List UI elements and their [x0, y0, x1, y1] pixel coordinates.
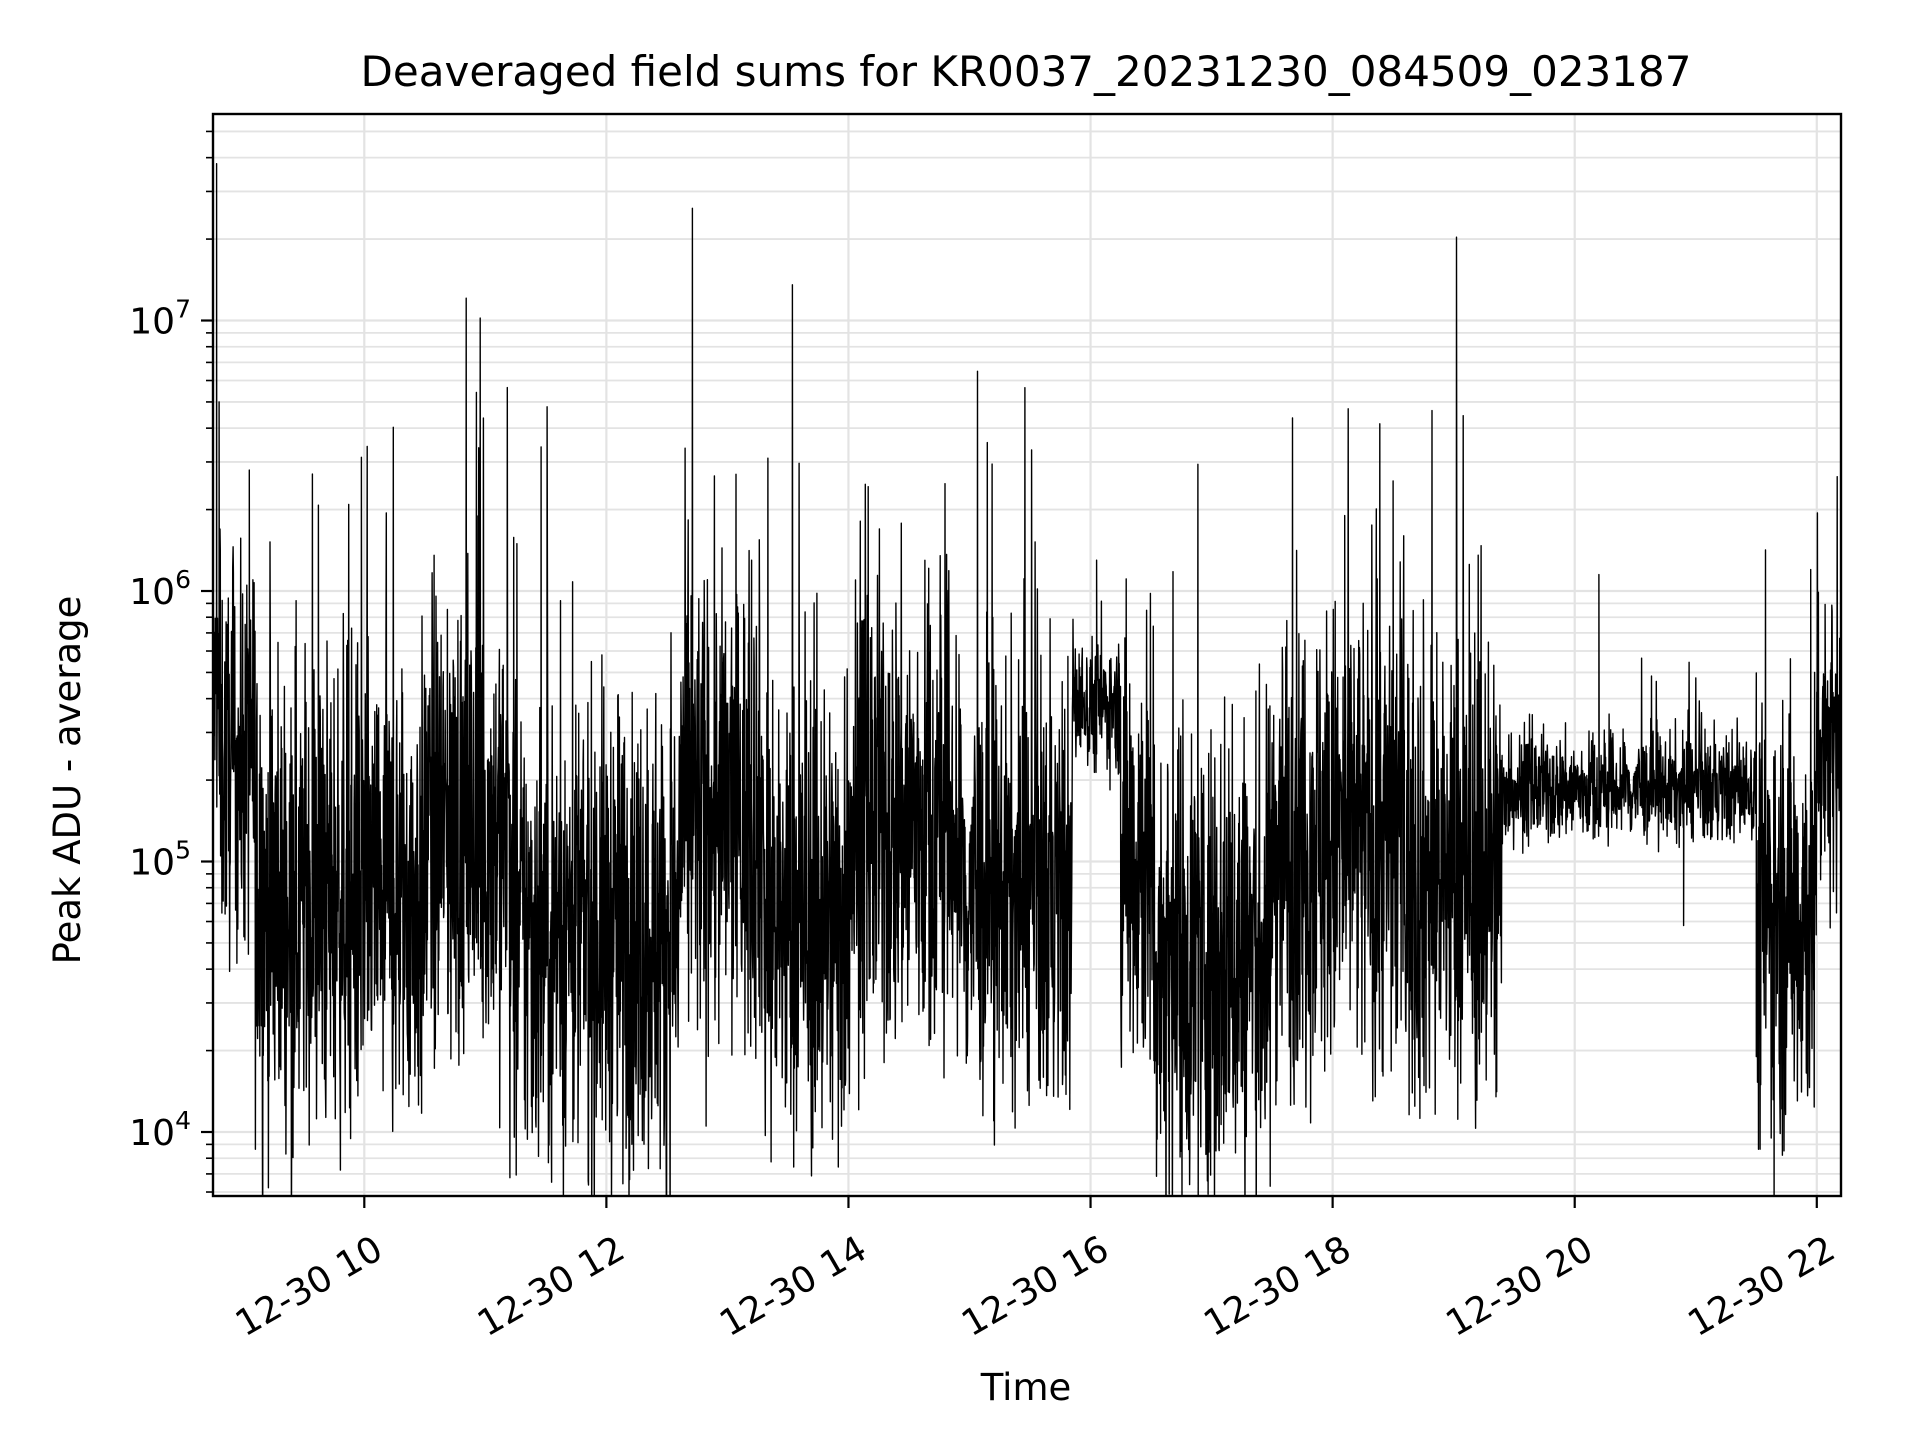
y-tick-label: 107	[129, 295, 191, 343]
y-tick-label: 104	[129, 1106, 191, 1154]
plot-frame	[211, 112, 1843, 1198]
y-tick-label: 106	[129, 565, 191, 613]
plot-area	[213, 163, 1841, 1196]
chart-title: Deaveraged field sums for KR0037_2023123…	[361, 47, 1692, 96]
series-line	[213, 163, 1841, 1196]
y-tick-label: 105	[129, 836, 191, 884]
x-axis-label: Time	[980, 1366, 1072, 1409]
y-axis-label: Peak ADU - average	[46, 596, 89, 965]
